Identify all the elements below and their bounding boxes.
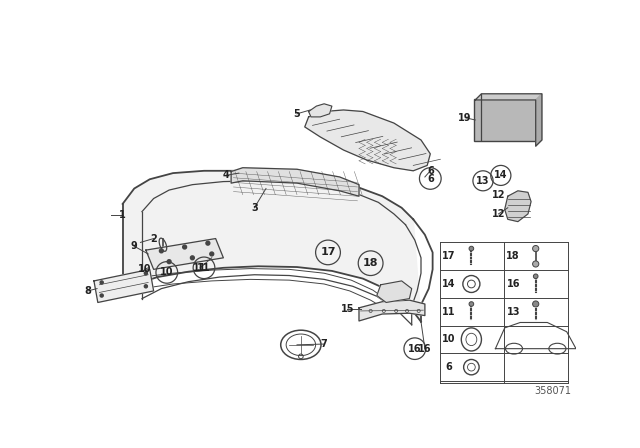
Circle shape: [469, 302, 474, 306]
Text: 16: 16: [506, 279, 520, 289]
Circle shape: [145, 285, 147, 288]
Polygon shape: [94, 269, 154, 302]
Text: 12: 12: [492, 209, 505, 219]
Text: 358071: 358071: [534, 386, 572, 396]
Text: 11: 11: [193, 263, 207, 273]
Text: 3: 3: [251, 203, 258, 213]
Circle shape: [532, 301, 539, 307]
Circle shape: [100, 294, 103, 297]
Circle shape: [182, 245, 187, 249]
Text: 12: 12: [492, 190, 505, 200]
Text: 16: 16: [408, 344, 422, 353]
Circle shape: [206, 241, 210, 245]
Text: 18: 18: [506, 251, 520, 261]
Text: 11: 11: [197, 263, 211, 273]
Text: 1: 1: [119, 211, 126, 220]
Polygon shape: [308, 104, 332, 117]
Text: 6: 6: [445, 362, 452, 372]
Circle shape: [100, 281, 103, 284]
Text: 10: 10: [160, 267, 173, 277]
Circle shape: [191, 256, 195, 260]
Polygon shape: [536, 94, 542, 146]
Text: 15: 15: [340, 304, 354, 314]
Text: 13: 13: [506, 307, 520, 317]
Text: 6: 6: [427, 173, 434, 184]
Text: 8: 8: [84, 286, 91, 296]
Circle shape: [469, 246, 474, 251]
Polygon shape: [123, 171, 421, 322]
Text: 10: 10: [442, 334, 456, 345]
Text: 13: 13: [476, 176, 490, 186]
Circle shape: [167, 260, 171, 263]
Text: 18: 18: [363, 258, 378, 268]
Text: 16: 16: [418, 344, 431, 353]
Text: 19: 19: [458, 112, 472, 123]
Polygon shape: [359, 300, 425, 321]
Circle shape: [145, 271, 147, 275]
Text: 9: 9: [131, 241, 138, 251]
Circle shape: [210, 252, 214, 256]
Circle shape: [532, 261, 539, 267]
Text: 10: 10: [138, 264, 151, 274]
Text: 14: 14: [494, 170, 508, 181]
Text: 5: 5: [294, 109, 300, 119]
Text: 17: 17: [320, 247, 336, 258]
Polygon shape: [305, 110, 430, 171]
Circle shape: [532, 246, 539, 252]
Text: 14: 14: [442, 279, 456, 289]
Circle shape: [533, 274, 538, 279]
Polygon shape: [377, 281, 412, 302]
Text: 11: 11: [442, 307, 456, 317]
Circle shape: [159, 249, 163, 253]
Text: 17: 17: [442, 251, 456, 261]
Polygon shape: [505, 191, 531, 222]
Text: 6: 6: [427, 166, 434, 176]
Polygon shape: [231, 168, 359, 196]
FancyBboxPatch shape: [474, 99, 536, 141]
Text: 7: 7: [321, 339, 328, 349]
Text: 4: 4: [222, 170, 229, 181]
Text: 2: 2: [150, 233, 157, 244]
Polygon shape: [146, 238, 223, 269]
Polygon shape: [476, 94, 542, 100]
